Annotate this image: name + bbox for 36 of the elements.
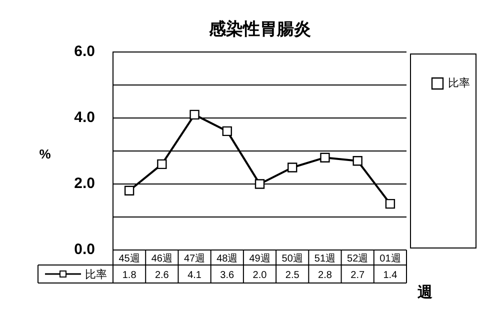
x-tick-label: 52週	[347, 253, 368, 264]
y-tick-label: 6.0	[74, 43, 95, 60]
point	[157, 159, 167, 170]
text: 比率	[85, 269, 107, 282]
y-tick-label: 0.0	[74, 241, 95, 258]
point	[320, 152, 330, 162]
point	[385, 198, 396, 209]
data-label: 2.6	[154, 270, 170, 281]
point	[352, 156, 362, 166]
data-label: 3.6	[220, 270, 235, 281]
x-tick-label: 46週	[151, 253, 172, 264]
x-tick-label: 01週	[380, 253, 401, 264]
point	[254, 179, 265, 189]
y-axis-title: %	[39, 146, 52, 162]
data-label: 1.4	[383, 270, 398, 281]
data-label: 2.7	[350, 270, 365, 281]
point	[124, 186, 134, 196]
data-label: 1.8	[122, 270, 137, 281]
data-label: 2.5	[285, 270, 300, 281]
data-label: 2.8	[318, 270, 332, 281]
x-tick-label: 45週	[118, 253, 140, 264]
x-tick-label: 49週	[249, 253, 270, 264]
legend-label: 比率	[448, 76, 470, 90]
x-axis-title: 週	[416, 284, 434, 302]
data-label: 2.0	[252, 270, 268, 281]
point	[288, 162, 298, 172]
y-tick-label: 4.0	[74, 109, 95, 126]
chart-title: 感染性胃腸炎	[208, 20, 311, 39]
y-tick-label: 2.0	[74, 175, 95, 192]
x-tick-label: 48週	[216, 253, 238, 264]
point	[190, 110, 200, 120]
x-tick-label: 50週	[282, 253, 303, 264]
point	[222, 126, 232, 136]
data-label: 4.1	[188, 270, 202, 281]
x-tick-label: 51週	[314, 253, 336, 264]
x-tick-label: 47週	[184, 253, 206, 264]
